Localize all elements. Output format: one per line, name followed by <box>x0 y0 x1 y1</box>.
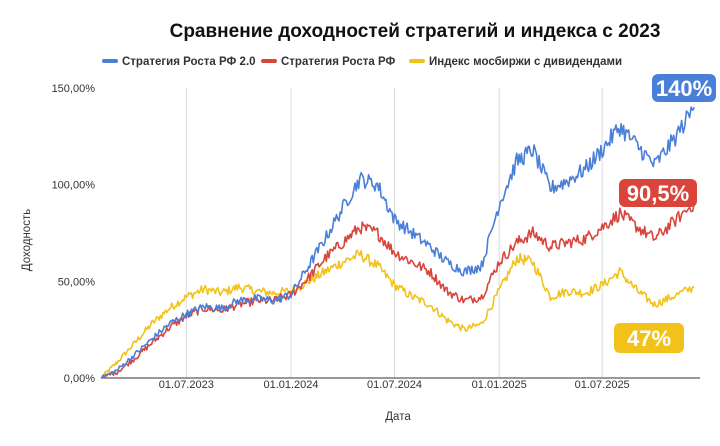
series-line <box>101 106 696 379</box>
x-tick-label: 01.07.2024 <box>367 379 422 391</box>
legend: Стратегия Роста РФ 2.0 Стратегия Роста РФ… <box>102 56 622 68</box>
value-badge <box>619 179 697 207</box>
end-value-badges: 140% 90,5% 47% <box>614 74 716 353</box>
x-tick-label: 01.01.2024 <box>263 379 318 391</box>
value-badge-label: 90,5% <box>627 181 689 206</box>
x-tick-label: 01.07.2025 <box>575 379 630 391</box>
series-line <box>100 249 695 379</box>
x-axis-label: Дата <box>385 411 411 423</box>
value-badge <box>652 74 716 102</box>
axes: 01.07.2023 01.01.2024 01.07.2024 01.01.2025… <box>52 83 700 391</box>
y-tick-label: 150,00% <box>52 83 96 95</box>
legend-label: Индекс мосбиржи с дивидендами <box>429 56 622 68</box>
value-badge-label: 140% <box>656 76 712 101</box>
y-tick-label: 100,00% <box>52 180 96 192</box>
value-badge-label: 47% <box>627 326 671 351</box>
y-tick-label: 50,00% <box>58 276 96 288</box>
y-axis-label: Доходность <box>21 209 33 271</box>
x-tick-label: 01.01.2025 <box>472 379 527 391</box>
y-tick-label: 0,00% <box>64 373 95 385</box>
grid <box>185 88 603 378</box>
x-tick-label: 01.07.2023 <box>159 379 214 391</box>
legend-label: Стратегия Роста РФ 2.0 <box>122 56 256 68</box>
value-badge <box>614 323 684 353</box>
chart-title: Сравнение доходностей стратегий и индекс… <box>170 21 661 42</box>
legend-label: Стратегия Роста РФ <box>281 56 396 68</box>
series-lines <box>100 106 696 379</box>
